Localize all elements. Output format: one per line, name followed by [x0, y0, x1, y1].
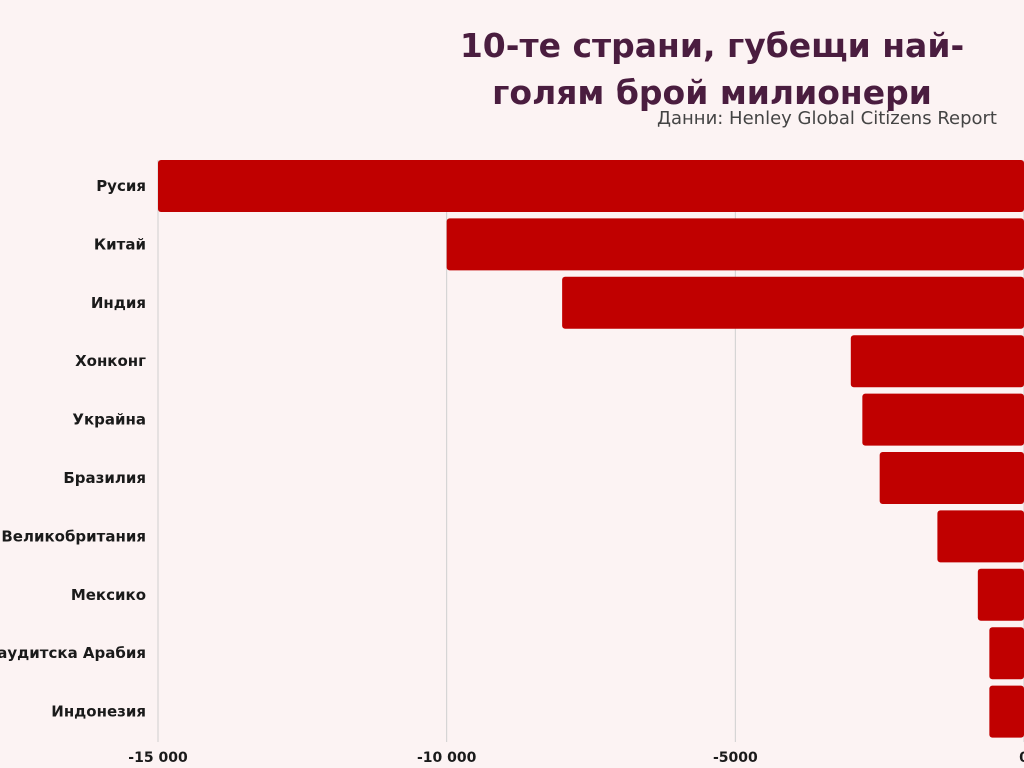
- category-label: Индонезия: [51, 703, 146, 721]
- bar: [158, 160, 1024, 212]
- bar: [989, 685, 1024, 738]
- bar: [879, 452, 1024, 504]
- bar: [862, 393, 1024, 446]
- chart-title: 10-те страни, губещи най-голям брой мили…: [459, 26, 965, 112]
- category-label: Индия: [91, 294, 146, 312]
- chart-source: Данни: Henley Global Citizens Report: [656, 108, 997, 129]
- category-label: Украйна: [72, 411, 146, 429]
- bar: [562, 276, 1024, 329]
- category-label: Бразилия: [63, 469, 146, 487]
- category-label: Саудитска Арабия: [0, 644, 146, 662]
- category-label: Великобритания: [1, 527, 146, 545]
- category-label: Хонконг: [75, 352, 146, 370]
- bar: [937, 510, 1024, 563]
- x-tick-label: -15 000: [128, 750, 188, 766]
- bar: [989, 627, 1024, 680]
- x-tick-label: -10 000: [417, 750, 477, 766]
- x-tick-label: -5000: [713, 750, 758, 766]
- category-label: Мексико: [71, 586, 146, 604]
- bar: [446, 218, 1024, 271]
- x-tick-label: 0: [1019, 750, 1024, 766]
- category-label: Китай: [94, 235, 146, 253]
- category-label: Русия: [96, 177, 146, 195]
- bar: [977, 568, 1024, 621]
- bar: [850, 335, 1024, 388]
